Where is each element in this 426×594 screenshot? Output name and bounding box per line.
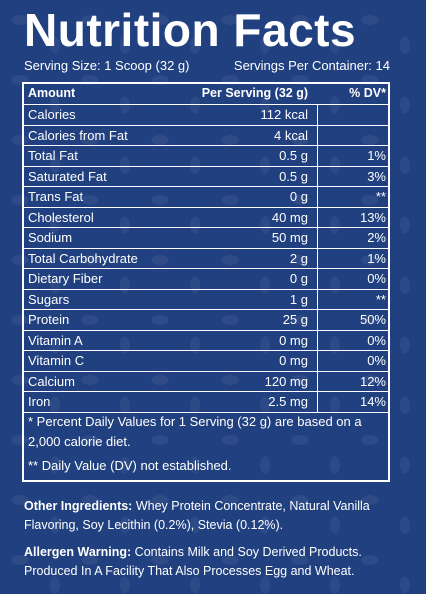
footnote-dv-basis: * Percent Daily Values for 1 Serving (32… — [28, 414, 362, 449]
nutrient-amount: 0 g — [289, 271, 308, 286]
table-row: Calories from Fat 4 kcal — [24, 125, 390, 146]
nutrient-amount: 0 g — [289, 189, 308, 204]
column-divider — [317, 269, 318, 289]
allergen-warning: Allergen Warning: Contains Milk and Soy … — [24, 543, 404, 581]
column-divider — [317, 228, 318, 248]
nutrient-name: Calcium — [28, 373, 75, 389]
nutrient-amount: 112 kcal — [260, 107, 308, 122]
nutrient-dv: ** — [375, 291, 386, 307]
nutrient-name: Calories from Fat — [28, 127, 128, 143]
nutrient-name: Sugars — [28, 291, 70, 307]
nutrient-amount: 2 g — [289, 250, 308, 266]
table-row: Total Fat 0.5 g 1% — [24, 146, 390, 167]
nutrient-amount: 2.5 mg — [268, 394, 308, 409]
nutrient-dv: 12% — [359, 373, 386, 389]
nutrient-dv: 14% — [359, 394, 386, 409]
nutrient-name: Cholesterol — [28, 209, 94, 225]
allergen-label: Allergen Warning: — [24, 545, 132, 559]
footnotes: * Percent Daily Values for 1 Serving (32… — [24, 412, 390, 480]
table-row: Iron 2.5 mg 14% — [24, 392, 390, 413]
header-per-serving: Per Serving (32 g) — [201, 86, 308, 100]
nutrient-dv: 13% — [359, 209, 386, 225]
nutrient-dv: 3% — [367, 168, 386, 184]
nutrient-amount: 50 mg — [271, 230, 308, 245]
nutrient-name: Vitamin A — [28, 332, 83, 348]
table-row: Total Carbohydrate 2 g 1% — [24, 248, 390, 269]
ingredients-label: Other Ingredients: — [24, 499, 133, 513]
nutrient-amount: 0.5 g — [279, 168, 308, 184]
column-divider — [317, 351, 318, 371]
header-amount: Amount — [28, 86, 76, 100]
nutrient-name: Iron — [28, 394, 51, 409]
column-divider — [317, 146, 318, 166]
nutrient-amount: 120 mg — [264, 373, 308, 389]
nutrient-amount: 0.5 g — [279, 148, 308, 163]
nutrient-name: Total Carbohydrate — [28, 250, 138, 266]
nutrient-name: Dietary Fiber — [28, 271, 103, 286]
nutrient-amount: 25 g — [282, 312, 308, 327]
facts-table: Calories 112 kcal Calories from Fat 4 kcal T… — [24, 104, 390, 413]
nutrient-dv: 2% — [367, 230, 386, 245]
column-divider — [317, 330, 318, 350]
nutrient-amount: 4 kcal — [274, 127, 308, 143]
nutrient-name: Trans Fat — [28, 189, 84, 204]
table-row: Calories 112 kcal — [24, 104, 390, 126]
other-ingredients: Other Ingredients: Whey Protein Concentr… — [24, 497, 404, 535]
nutrient-dv: 0% — [367, 332, 386, 348]
page-title: Nutrition Facts — [24, 4, 357, 56]
nutrient-amount: 0 mg — [279, 332, 308, 348]
serving-size: Serving Size: 1 Scoop (32 g) — [24, 58, 190, 73]
nutrient-name: Total Fat — [28, 148, 78, 163]
table-row: Vitamin C 0 mg 0% — [24, 351, 390, 372]
nutrient-name: Protein — [28, 312, 70, 327]
column-divider — [317, 105, 318, 125]
ingredients-text: Whey Protein Concentrate, Natural Vanill… — [24, 499, 370, 532]
column-divider — [317, 310, 318, 330]
table-row: Calcium 120 mg 12% — [24, 371, 390, 392]
table-row: Sugars 1 g ** — [24, 289, 390, 310]
header-dv: % DV* — [349, 86, 386, 100]
nutrient-dv: ** — [375, 189, 386, 204]
column-divider — [317, 248, 318, 268]
column-divider — [317, 187, 318, 207]
serving-info: Serving Size: 1 Scoop (32 g) Servings Pe… — [24, 57, 390, 75]
table-header: Amount Per Serving (32 g) % DV* — [24, 84, 390, 102]
nutrient-dv: 0% — [367, 353, 386, 368]
footnote-dv-not-established: ** Daily Value (DV) not established. — [28, 458, 232, 473]
nutrient-dv: 1% — [367, 250, 386, 266]
ingredients-section: Other Ingredients: Whey Protein Concentr… — [24, 497, 404, 589]
facts-table-frame — [22, 82, 390, 482]
servings-per-container: Servings Per Container: 14 — [233, 58, 390, 73]
nutrient-name: Vitamin C — [28, 353, 85, 368]
table-row: Saturated Fat 0.5 g 3% — [24, 166, 390, 187]
column-divider — [317, 166, 318, 186]
nutrient-dv: 1% — [367, 148, 386, 163]
table-row: Protein 25 g 50% — [24, 310, 390, 331]
column-divider — [317, 207, 318, 227]
column-divider — [317, 392, 318, 412]
table-row: Sodium 50 mg 2% — [24, 228, 390, 249]
allergen-text: Contains Milk and Soy Derived Products. … — [24, 545, 362, 578]
nutrient-name: Saturated Fat — [28, 168, 107, 184]
nutrient-dv: 0% — [367, 271, 386, 286]
nutrient-dv: 50% — [359, 312, 386, 327]
table-row: Trans Fat 0 g ** — [24, 187, 390, 208]
table-row: Dietary Fiber 0 g 0% — [24, 269, 390, 290]
column-divider — [317, 371, 318, 391]
column-divider — [317, 289, 318, 309]
table-row: Cholesterol 40 mg 13% — [24, 207, 390, 228]
nutrient-amount: 1 g — [289, 291, 308, 307]
nutrient-amount: 0 mg — [279, 353, 308, 368]
column-divider — [317, 125, 318, 145]
nutrient-name: Sodium — [28, 230, 73, 245]
table-row: Vitamin A 0 mg 0% — [24, 330, 390, 351]
nutrient-amount: 40 mg — [271, 209, 308, 225]
nutrient-name: Calories — [28, 107, 76, 122]
